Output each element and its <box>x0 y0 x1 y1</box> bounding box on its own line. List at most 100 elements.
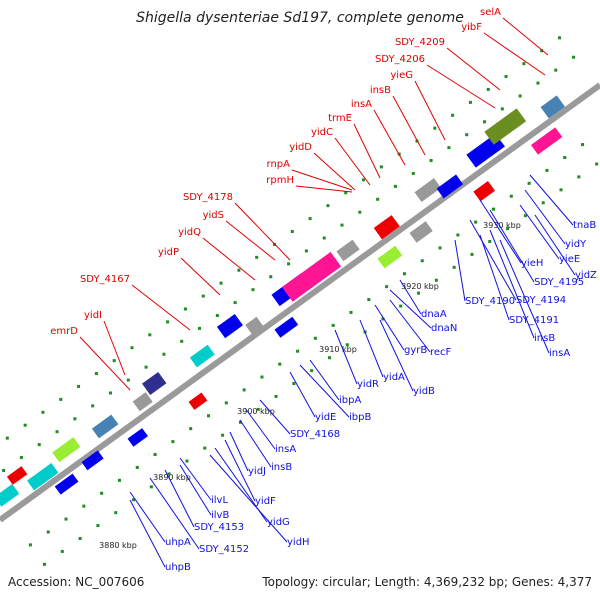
gene-feature <box>530 127 563 155</box>
map-title: Shigella dysenteriae Sd197, complete gen… <box>136 10 464 26</box>
forward-leader <box>131 284 191 331</box>
track-dot <box>237 268 241 272</box>
track-dot <box>452 265 456 269</box>
track-dot <box>256 407 260 411</box>
track-dot <box>221 433 225 437</box>
track-dot <box>451 113 455 117</box>
track-dot <box>203 446 207 450</box>
forward-gene-label: insB <box>370 85 391 96</box>
forward-leader <box>502 17 549 56</box>
gene-feature <box>0 483 20 507</box>
track-dot <box>292 382 296 386</box>
reverse-leader <box>524 189 566 245</box>
track-dot <box>82 504 86 508</box>
track-dot <box>447 146 451 150</box>
track-dot <box>595 162 599 166</box>
reverse-leader <box>164 469 195 528</box>
forward-gene-label: trmE <box>328 113 352 124</box>
gene-feature <box>377 245 403 269</box>
track-dot <box>23 423 27 427</box>
forward-leader <box>202 237 256 281</box>
track-dot <box>554 68 558 72</box>
gene-feature <box>282 251 342 302</box>
track-dot <box>251 288 255 292</box>
track-dot <box>135 465 139 469</box>
track-dot <box>207 414 211 418</box>
gene-feature <box>142 371 167 396</box>
track-dot <box>91 404 95 408</box>
track-dot <box>242 388 246 392</box>
track-dot <box>132 498 136 502</box>
reverse-gene-label: uhpB <box>165 562 191 573</box>
reverse-gene-label: yidE <box>315 412 336 423</box>
track-dot <box>504 75 508 79</box>
reverse-gene-label: dnaA <box>421 309 447 320</box>
reverse-leader <box>289 371 316 418</box>
forward-gene-label: SDY_4206 <box>375 54 425 65</box>
forward-gene-label: yidS <box>203 210 224 221</box>
reverse-leader <box>179 457 212 501</box>
forward-leader <box>291 169 353 191</box>
track-dot <box>563 155 567 159</box>
reverse-leader <box>239 419 272 468</box>
track-dot <box>278 362 282 366</box>
forward-gene-label: yibF <box>461 22 482 33</box>
track-dot <box>577 175 581 179</box>
track-dot <box>233 301 237 305</box>
gene-feature <box>54 473 79 495</box>
track-dot <box>327 356 331 360</box>
track-dot <box>411 171 415 175</box>
track-dot <box>557 36 561 40</box>
gene-feature <box>245 316 264 335</box>
track-dot <box>73 417 77 421</box>
gene-feature <box>274 316 299 338</box>
track-dot <box>358 210 362 214</box>
track-dot <box>130 346 134 350</box>
reverse-leader <box>479 199 522 264</box>
tick-label: 3930 kbp <box>483 221 521 230</box>
reverse-leader <box>129 491 166 543</box>
forward-gene-label: SDY_4178 <box>183 192 233 203</box>
track-dot <box>19 456 23 460</box>
reverse-gene-label: ibpB <box>349 412 371 423</box>
forward-leader <box>353 123 381 179</box>
reverse-gene-label: yidA <box>383 372 405 383</box>
reverse-gene-label: SDY_4152 <box>199 544 249 555</box>
forward-leader <box>79 336 131 391</box>
track-dot <box>64 517 68 521</box>
track-dot <box>310 369 314 373</box>
track-dot <box>144 365 148 369</box>
gene-feature <box>132 392 153 412</box>
forward-gene-label: SDY_4209 <box>395 37 445 48</box>
track-dot <box>149 485 153 489</box>
tick-label: 3890 kbp <box>153 473 191 482</box>
forward-gene-label: SDY_4167 <box>80 274 130 285</box>
reverse-leader <box>244 407 276 450</box>
track-dot <box>509 194 513 198</box>
gene-feature <box>216 313 243 339</box>
track-dot <box>274 394 278 398</box>
reverse-leader <box>489 209 535 283</box>
forward-leader <box>295 185 353 193</box>
forward-leader <box>103 320 126 376</box>
track-dot <box>429 159 433 163</box>
track-dot <box>483 120 487 124</box>
gene-feature <box>414 178 442 202</box>
track-dot <box>465 133 469 137</box>
track-dot <box>224 401 228 405</box>
reverse-leader <box>454 239 466 302</box>
reverse-leader <box>469 219 517 301</box>
reverse-gene-label: yidY <box>565 239 587 250</box>
gene-feature <box>91 414 119 439</box>
reverse-gene-label: gyrB <box>404 345 427 356</box>
track-dot <box>572 55 576 59</box>
track-dot <box>185 459 189 463</box>
track-dot <box>112 359 116 363</box>
track-dot <box>326 204 330 208</box>
track-dot <box>37 443 41 447</box>
forward-leader <box>313 152 356 191</box>
reverse-gene-label: insA <box>549 348 570 359</box>
track-dot <box>148 333 152 337</box>
reverse-gene-label: insB <box>271 462 292 473</box>
